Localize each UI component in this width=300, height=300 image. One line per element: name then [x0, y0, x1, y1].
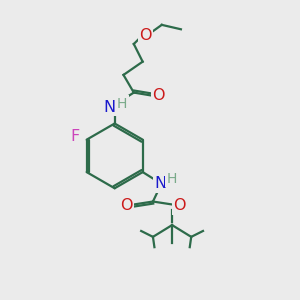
Text: O: O [139, 28, 152, 43]
Text: F: F [71, 129, 80, 144]
Text: O: O [173, 198, 186, 213]
Text: H: H [166, 172, 177, 186]
Text: H: H [117, 97, 127, 111]
Text: O: O [120, 198, 133, 213]
Text: N: N [154, 176, 167, 191]
Text: O: O [153, 88, 165, 103]
Text: N: N [103, 100, 116, 115]
